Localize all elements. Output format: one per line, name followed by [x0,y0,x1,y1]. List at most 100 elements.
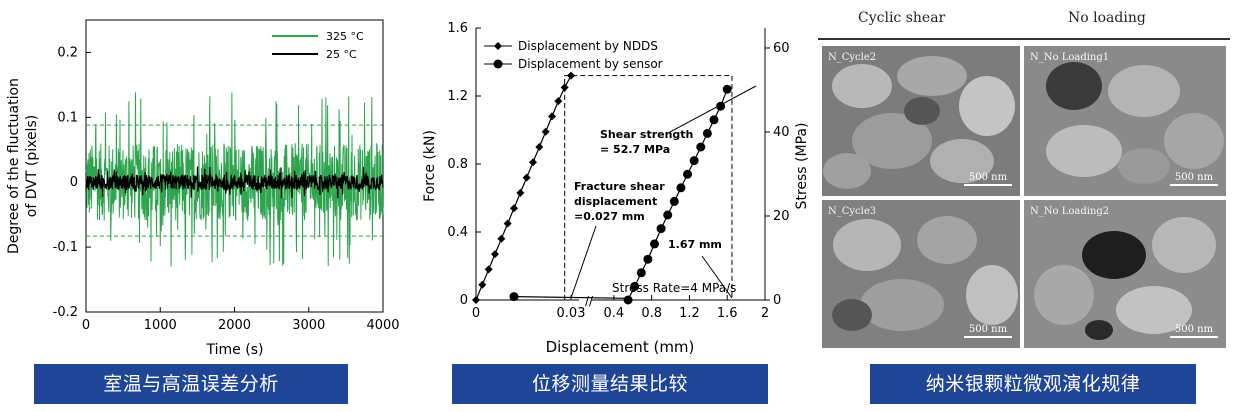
legend-marker-ndds [494,42,502,50]
annotation-shear-strength: Shear strength [600,128,693,141]
x-tick-label: 0 [82,318,90,333]
sensor-point [722,84,732,94]
series-line-high-temp [85,92,384,267]
annotation-arrow [570,225,597,299]
force-axis-label: Force (kN) [422,130,438,202]
ndds-point [478,280,487,289]
x-tick-label: 0 [472,306,480,321]
ndds-point [497,234,506,243]
sensor-point [709,115,719,125]
sensor-point [683,169,693,179]
caption-nano-silver-evolution: 纳米银颗粒微观演化规律 [870,364,1196,404]
y-tick-label-left: 0.8 [447,157,468,172]
scale-bar: 500 nm [964,324,1012,338]
sem-label: N_Cycle2 [828,52,877,63]
sem-label: N_No Loading1 [1030,52,1110,63]
legend-marker-sensor [493,59,503,69]
y-tick-label: 0 [70,175,78,190]
sem-texture [822,46,1020,196]
sem-texture [822,200,1020,348]
ndds-point [472,296,480,304]
sensor-point [509,292,519,302]
displacement-chart-panel: Force (kN) Stress (MPa) Displacement (mm… [420,0,810,408]
ndds-point [554,97,563,106]
header-no-loading: No loading [1068,10,1146,26]
header-cyclic-shear: Cyclic shear [858,10,946,26]
stress-axis-label: Stress (MPa) [794,123,810,210]
fluctuation-chart: Degree of the fluctuation of DVT (pixels… [6,19,400,358]
fluctuation-chart-panel: Degree of the fluctuation of DVT (pixels… [0,0,420,408]
y-tick-label-left: 1.6 [447,21,468,36]
annotation-shear-strength: = 52.7 MPa [600,143,670,156]
sensor-point [630,281,640,291]
ndds-point [548,112,556,121]
y-tick-label: 0.1 [57,110,78,125]
sem-label: N_Cycle3 [828,206,877,217]
sensor-point [650,239,659,249]
sensor-point [669,196,679,206]
axis-break-mark: // [585,294,594,308]
ndds-point [484,265,493,274]
annotation-fracture: displacement [574,195,657,208]
x-tick-label: 1000 [144,318,177,333]
sem-image-cycle3: N_Cycle3 500 nm [822,200,1020,348]
series-line-room-temp [85,166,384,199]
legend-label: 325 °C [326,30,364,43]
y-tick-label-left: 0 [460,293,468,308]
annotation-fracture: Fracture shear [574,180,665,193]
scale-bar: 500 nm [964,172,1012,186]
y-axis-label-line1: Degree of the fluctuation [6,78,22,254]
guide-box [564,75,733,300]
annotation-fracture: =0.027 mm [574,210,645,223]
legend-label: 25 °C [326,48,357,61]
annotation-disp: 1.67 mm [668,238,722,251]
ndds-point [503,219,512,228]
x-tick-label: 2 [761,306,769,321]
sensor-point [636,268,646,278]
x-tick-label: 3000 [292,318,325,333]
scale-bar: 500 nm [1170,324,1218,338]
x-tick-label: 0.4 [604,306,625,321]
scale-bar: 500 nm [1170,172,1218,186]
sensor-point [702,128,712,138]
y-tick-label-right: 40 [773,125,790,140]
annotation-rate: Stress Rate=4 MPa/s [612,281,736,295]
ndds-point [529,158,537,167]
y-tick-label-right: 60 [773,41,790,56]
y-axis-label-line2: of DVT (pixels) [24,115,40,217]
x-tick-label: 0.8 [641,306,662,321]
y-tick-label-left: 0.4 [447,225,468,240]
ndds-point [491,250,499,259]
y-tick-label-left: 1.2 [447,89,468,104]
ndds-point [510,204,518,213]
y-tick-label: -0.2 [53,305,78,320]
sem-image-grid: Cyclic shear No loading N_Cycle2 500 nm … [818,10,1230,360]
sem-label: N_No Loading2 [1030,206,1110,217]
annotation-arrow [701,255,733,299]
sensor-point [696,142,706,152]
ndds-point [516,188,525,197]
sem-texture [1024,200,1226,348]
ndds-point [522,173,531,182]
legend-label-sensor: Displacement by sensor [518,57,663,71]
header-rule [818,38,1230,40]
sem-image-noloading1: N_No Loading1 500 nm [1024,46,1226,196]
x-tick-label: 1.2 [679,306,700,321]
sensor-point [623,295,633,305]
sem-image-noloading2: N_No Loading2 500 nm [1024,200,1226,348]
y-tick-label: 0.2 [57,45,78,60]
sensor-point [643,254,653,264]
sensor-point [656,224,666,234]
sensor-point [676,183,686,193]
y-tick-label: -0.1 [53,240,78,255]
ndds-point [535,143,544,151]
annotation-arrow [669,85,757,133]
ndds-point [567,71,575,80]
displacement-chart: Force (kN) Stress (MPa) Displacement (mm… [422,21,810,356]
series-line-ndds [475,75,572,301]
y-tick-label-right: 0 [773,293,781,308]
caption-error-analysis: 室温与高温误差分析 [34,364,348,404]
legend-label-ndds: Displacement by NDDS [518,39,658,53]
sem-image-cycle2: N_Cycle2 500 nm [822,46,1020,196]
x-tick-label: 2000 [218,318,251,333]
